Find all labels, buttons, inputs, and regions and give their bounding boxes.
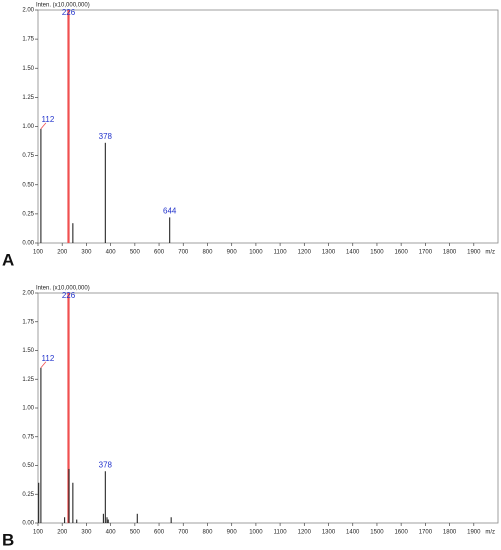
x-tick-label: 600 xyxy=(154,530,165,536)
x-tick-label: 1500 xyxy=(370,250,384,256)
y-tick-label: 0.00 xyxy=(22,521,34,527)
peak-label: 378 xyxy=(99,460,113,469)
y-tick-label: 1.75 xyxy=(22,319,34,325)
y-tick-label: 1.50 xyxy=(22,66,34,72)
x-tick-label: 700 xyxy=(178,250,189,256)
y-tick-label: 0.75 xyxy=(22,153,34,159)
panel-letter: A xyxy=(2,250,14,269)
x-tick-label: 1200 xyxy=(298,530,312,536)
y-tick-label: 0.25 xyxy=(22,492,34,498)
x-tick-label: 1300 xyxy=(322,530,336,536)
y-tick-label: 1.50 xyxy=(22,348,34,354)
x-tick-label: 1800 xyxy=(443,530,457,536)
y-tick-label: 0.50 xyxy=(22,463,34,469)
y-tick-label: 0.25 xyxy=(22,211,34,217)
x-tick-label: 500 xyxy=(130,530,141,536)
x-tick-label: 1400 xyxy=(346,530,360,536)
peak-label: 226 xyxy=(62,291,76,300)
x-tick-label: 400 xyxy=(106,250,117,256)
peak-label: 644 xyxy=(163,206,177,215)
plot-frame xyxy=(37,292,499,524)
plot-frame xyxy=(37,9,499,244)
x-tick-label: 1200 xyxy=(298,250,312,256)
peak-label: 378 xyxy=(99,132,113,141)
x-axis-title: m/z xyxy=(485,530,495,536)
peak-label: 112 xyxy=(42,354,55,363)
y-axis-title: Inten. (x10,000,000) xyxy=(36,286,90,292)
x-tick-label: 500 xyxy=(130,250,141,256)
x-tick-label: 700 xyxy=(178,530,189,536)
x-tick-label: 1600 xyxy=(394,250,408,256)
x-tick-label: 400 xyxy=(106,530,117,536)
x-tick-label: 1700 xyxy=(419,250,433,256)
x-tick-label: 1900 xyxy=(467,250,481,256)
x-tick-label: 1400 xyxy=(346,250,360,256)
y-tick-label: 0.00 xyxy=(22,241,34,247)
peak-label: 112 xyxy=(42,115,55,124)
x-tick-label: 1100 xyxy=(274,530,288,536)
y-tick-label: 0.50 xyxy=(22,182,34,188)
x-tick-label: 100 xyxy=(33,530,44,536)
x-tick-label: 1500 xyxy=(370,530,384,536)
y-axis-title: Inten. (x10,000,000) xyxy=(36,3,90,9)
x-tick-label: 600 xyxy=(154,250,165,256)
y-tick-label: 0.75 xyxy=(22,434,34,440)
label-leader xyxy=(40,361,47,369)
x-tick-label: 1600 xyxy=(394,530,408,536)
x-tick-label: 800 xyxy=(202,250,213,256)
y-tick-label: 1.25 xyxy=(22,377,34,383)
label-leader xyxy=(40,122,47,130)
panel-letter: B xyxy=(2,530,14,549)
x-tick-label: 300 xyxy=(81,250,92,256)
x-tick-label: 1900 xyxy=(467,530,481,536)
y-tick-label: 1.00 xyxy=(22,406,34,412)
x-tick-label: 800 xyxy=(202,530,213,536)
x-tick-label: 900 xyxy=(227,250,238,256)
x-tick-label: 1000 xyxy=(249,250,263,256)
x-tick-label: 1000 xyxy=(249,530,263,536)
peak-label: 226 xyxy=(62,8,76,17)
y-tick-label: 1.00 xyxy=(22,124,34,130)
y-tick-label: 1.25 xyxy=(22,95,34,101)
x-tick-label: 1700 xyxy=(419,530,433,536)
x-tick-label: 1300 xyxy=(322,250,336,256)
x-tick-label: 200 xyxy=(57,530,68,536)
y-tick-label: 1.75 xyxy=(22,37,34,43)
x-tick-label: 300 xyxy=(81,530,92,536)
x-tick-label: 1100 xyxy=(274,250,288,256)
x-tick-label: 900 xyxy=(227,530,238,536)
y-tick-label: 2.00 xyxy=(22,8,34,14)
x-tick-label: 100 xyxy=(33,250,44,256)
x-tick-label: 200 xyxy=(57,250,68,256)
y-tick-label: 2.00 xyxy=(22,291,34,297)
x-tick-label: 1800 xyxy=(443,250,457,256)
x-axis-title: m/z xyxy=(485,250,495,256)
